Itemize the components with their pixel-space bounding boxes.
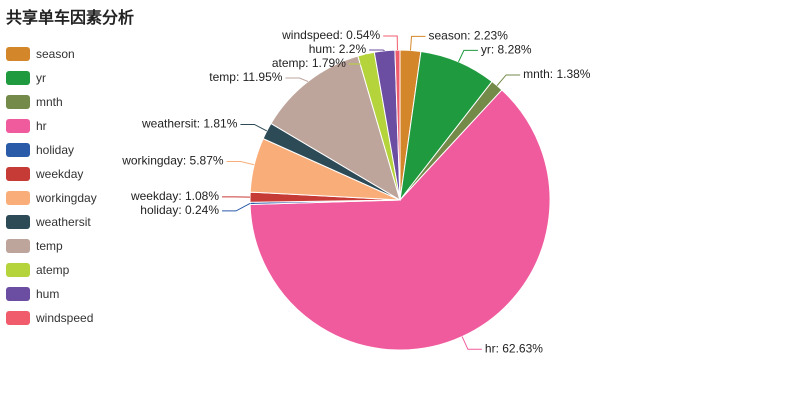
legend-item-weekday[interactable]: weekday (6, 162, 97, 186)
label-line-windspeed (383, 35, 398, 51)
legend: season yr mnth hr holiday weekday workingday we… (6, 42, 97, 330)
legend-swatch (6, 71, 30, 85)
legend-label: temp (36, 239, 63, 253)
label-line-temp (285, 77, 309, 82)
chart-title: 共享单车因素分析 (6, 8, 135, 27)
legend-swatch (6, 239, 30, 253)
legend-label: hr (36, 119, 47, 133)
legend-label: atemp (36, 263, 70, 277)
legend-item-hr[interactable]: hr (6, 114, 97, 138)
legend-item-mnth[interactable]: mnth (6, 90, 97, 114)
legend-label: mnth (36, 95, 63, 109)
data-label-hum: hum: 2.2% (309, 42, 367, 56)
legend-item-atemp[interactable]: atemp (6, 258, 97, 282)
legend-label: yr (36, 71, 46, 85)
legend-swatch (6, 119, 30, 133)
legend-item-workingday[interactable]: workingday (6, 186, 97, 210)
data-label-hr: hr: 62.63% (485, 341, 543, 355)
legend-swatch (6, 47, 30, 61)
label-line-workingday (226, 160, 255, 166)
data-label-weathersit: weathersit: 1.81% (141, 117, 238, 131)
label-line-yr (457, 49, 478, 63)
data-label-windspeed: windspeed: 0.54% (281, 28, 380, 42)
legend-item-windspeed[interactable]: windspeed (6, 306, 97, 330)
label-line-atemp (348, 53, 367, 65)
legend-item-holiday[interactable]: holiday (6, 138, 97, 162)
legend-swatch (6, 287, 30, 301)
data-label-season: season: 2.23% (428, 29, 508, 43)
legend-swatch (6, 311, 30, 325)
data-label-holiday: holiday: 0.24% (140, 203, 219, 217)
legend-label: holiday (36, 143, 75, 157)
legend-label: windspeed (36, 311, 94, 325)
label-line-holiday (222, 202, 251, 212)
legend-swatch (6, 215, 30, 229)
data-label-workingday: workingday: 5.87% (121, 154, 224, 168)
legend-swatch (6, 95, 30, 109)
label-line-hr (461, 336, 482, 350)
legend-item-yr[interactable]: yr (6, 66, 97, 90)
legend-label: season (36, 47, 75, 61)
legend-swatch (6, 191, 30, 205)
label-line-mnth (496, 74, 521, 86)
label-line-hum (369, 49, 385, 52)
label-line-weathersit (240, 123, 268, 132)
legend-swatch (6, 143, 30, 157)
legend-label: hum (36, 287, 60, 301)
legend-item-season[interactable]: season (6, 42, 97, 66)
legend-item-hum[interactable]: hum (6, 282, 97, 306)
legend-label: weathersit (36, 215, 91, 229)
label-line-season (410, 35, 426, 51)
data-label-weekday: weekday: 1.08% (130, 189, 219, 203)
legend-item-temp[interactable]: temp (6, 234, 97, 258)
legend-label: weekday (36, 167, 84, 181)
pie-slice-windspeed[interactable] (394, 49, 401, 201)
legend-label: workingday (36, 191, 97, 205)
data-label-mnth: mnth: 1.38% (523, 67, 591, 81)
legend-item-weathersit[interactable]: weathersit (6, 210, 97, 234)
legend-swatch (6, 263, 30, 277)
data-label-yr: yr: 8.28% (481, 43, 532, 57)
data-label-temp: temp: 11.95% (209, 70, 282, 84)
data-label-atemp: atemp: 1.79% (272, 56, 346, 70)
legend-swatch (6, 167, 30, 181)
